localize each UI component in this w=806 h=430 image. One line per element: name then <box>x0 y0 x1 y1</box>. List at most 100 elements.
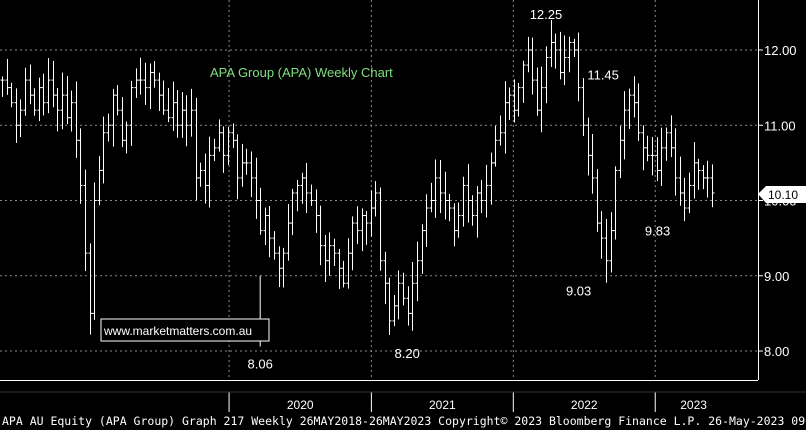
price-bar <box>682 177 687 222</box>
price-bar <box>456 202 461 238</box>
price-bar <box>309 184 314 206</box>
price-bar <box>189 88 194 137</box>
price-bar <box>429 182 434 213</box>
price-bar <box>32 88 37 116</box>
watermark-box: www.marketmatters.com.au <box>100 318 270 342</box>
price-bar <box>558 31 563 80</box>
price-bar <box>378 187 383 271</box>
price-bar <box>373 181 378 217</box>
price-bar <box>590 134 595 194</box>
ytick-label-3: 11.00 <box>764 118 796 133</box>
price-bar <box>507 87 512 121</box>
price-bar <box>134 68 139 98</box>
price-bar <box>387 277 392 336</box>
price-bar <box>263 207 268 246</box>
price-bar <box>318 205 323 266</box>
price-bar <box>710 164 715 208</box>
price-bar <box>341 260 346 288</box>
chart-title: APA Group (APA) Weekly Chart <box>210 65 393 80</box>
price-bar <box>92 182 97 320</box>
price-bar <box>111 88 116 147</box>
price-bar <box>586 117 591 176</box>
price-bar <box>493 125 498 167</box>
price-bar <box>424 194 429 248</box>
price-bar <box>332 238 337 266</box>
price-bar <box>544 46 549 104</box>
price-bar <box>484 164 489 218</box>
price-bar <box>120 97 125 148</box>
price-bar <box>221 126 226 173</box>
price-bar <box>249 151 254 198</box>
price-bar <box>503 81 508 154</box>
price-bar <box>41 73 46 116</box>
price-bar <box>530 37 535 95</box>
price-bar <box>143 62 148 105</box>
price-bar <box>281 247 286 288</box>
price-bar <box>673 128 678 196</box>
price-bar <box>300 172 305 204</box>
price-bar <box>410 262 415 331</box>
price-bar <box>632 76 637 118</box>
price-bar <box>74 81 79 158</box>
price-bar <box>97 156 102 206</box>
last-price-tag: 10.10 <box>758 186 806 203</box>
price-bar <box>664 127 669 161</box>
annotation-2: 12.25 <box>530 7 563 22</box>
price-bar <box>14 88 19 143</box>
annotation-0: 8.06 <box>248 356 273 371</box>
price-bar <box>705 160 710 198</box>
price-bar <box>669 115 674 158</box>
ytick-label-0: 8.00 <box>764 344 789 359</box>
price-bar <box>244 148 249 175</box>
price-bar <box>687 172 692 214</box>
price-bar <box>83 169 88 272</box>
price-bar <box>604 219 609 283</box>
price-bar <box>535 67 540 116</box>
price-bar <box>290 188 295 236</box>
price-bar <box>180 91 185 138</box>
annotation-3: 9.03 <box>566 283 591 298</box>
price-bar <box>267 205 272 258</box>
price-bar <box>23 67 28 116</box>
price-bar <box>171 81 176 131</box>
price-bar <box>231 123 236 148</box>
annotations: 8.06 8.20 12.25 9.03 11.45 9.83 <box>248 7 671 371</box>
price-bar <box>650 137 655 176</box>
price-bar <box>576 32 581 102</box>
annotation-4: 11.45 <box>587 67 619 82</box>
price-bar <box>516 82 521 117</box>
price-bar <box>406 286 411 326</box>
annotation-1: 8.20 <box>395 346 420 361</box>
price-bar <box>0 76 5 97</box>
price-bar <box>581 78 586 136</box>
xtick-label-2: 2022 <box>571 398 598 412</box>
price-bar <box>198 162 203 187</box>
price-bar <box>692 142 697 199</box>
price-bar <box>314 189 319 233</box>
price-bar <box>152 60 157 88</box>
footer-bar <box>0 412 806 430</box>
footer-text: APA AU Equity (APA Group) Graph 217 Week… <box>2 414 806 428</box>
x-axis: 2020 2021 2022 2023 <box>0 391 806 412</box>
price-bar <box>572 38 577 58</box>
price-bar <box>567 36 572 73</box>
price-bar <box>553 33 558 69</box>
price-bar <box>161 80 166 115</box>
price-bar <box>392 295 397 327</box>
price-bar <box>396 270 401 320</box>
price-bar <box>364 210 369 245</box>
price-bar <box>562 35 567 86</box>
price-bar <box>166 87 171 123</box>
price-bar <box>124 121 129 154</box>
price-bar <box>696 158 701 190</box>
price-bar <box>115 85 120 116</box>
price-bar <box>369 190 374 237</box>
price-bar <box>489 152 494 205</box>
price-bar <box>595 169 600 232</box>
price-bar <box>447 193 452 222</box>
price-bar <box>452 203 457 247</box>
price-bar <box>433 159 438 218</box>
price-bar <box>304 162 309 214</box>
price-bar <box>475 186 480 238</box>
